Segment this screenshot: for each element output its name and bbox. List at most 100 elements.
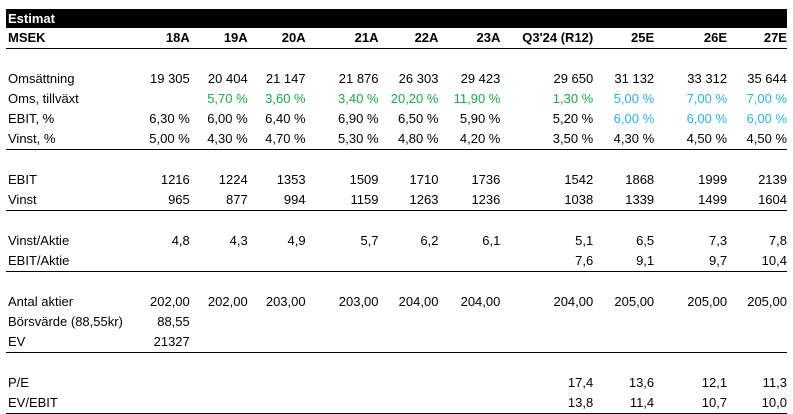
table-cell: 1236 [471,192,501,207]
row-label: EBIT [8,172,37,187]
table-cell: 10,0 [761,395,787,410]
table-cell [438,312,500,332]
column-header: 19A [223,30,248,45]
section-spacer [6,353,787,373]
table-cell: 10,7 [701,395,728,410]
column-header: 20A [281,30,306,45]
table-cell: 1038 [564,192,594,207]
table-cell: 7,00 % [686,91,728,106]
table-row: EV 21327 [6,332,787,353]
table-cell [438,332,500,352]
table-cell: 4,9 [287,233,306,248]
row-label: EBIT/Aktie [8,253,70,268]
table-cell: 205,00 [614,294,655,309]
table-cell: 20 404 [207,71,248,86]
table-cell: 5,70 % [207,91,248,106]
table-cell: 204,00 [398,294,439,309]
table-cell: 3,60 % [265,91,306,106]
table-cell: 1736 [471,172,501,187]
table-cell: 6,00 % [613,111,655,126]
table-cell [128,373,190,393]
table-cell: 6,00 % [686,111,728,126]
table-cell: 205,00 [747,294,787,309]
table-cell: 7,6 [575,253,594,268]
table-cell: 5,90 % [459,111,501,126]
table-cell: 19 305 [150,71,190,86]
section-spacer [6,150,787,170]
column-header: 25E [631,30,655,45]
table-cell: 4,50 % [746,131,787,146]
table-cell: 6,40 % [265,111,306,126]
table-cell: 11,4 [629,395,655,410]
table-row: Vinst 965 877 994 1159 1263 1236 1038 1339 1499 16… [6,190,787,211]
table-cell: 12,1 [701,375,728,390]
table-cell: 21 147 [265,71,306,86]
table-cell: 6,00 % [746,111,787,126]
table-cell [654,332,727,352]
row-label: Börsvärde (88,55kr) [8,314,123,329]
table-cell [128,89,190,109]
table-row: EV/EBIT 13,8 11,4 10,7 10,0 [6,393,787,414]
table-row: Börsvärde (88,55kr) 88,55 [6,312,787,332]
table-cell: 1710 [409,172,439,187]
table-cell: 35 644 [747,71,787,86]
table-cell [379,393,439,413]
table-cell: 204,00 [460,294,501,309]
table-cell [190,393,248,413]
section-spacer [6,49,787,69]
table-row: Vinst, % 5,00 % 4,30 % 4,70 % 5,30 % 4,80 % 4,… [6,129,787,150]
table-cell [190,332,248,352]
table-cell: 1224 [218,172,248,187]
table-cell: 877 [225,192,248,207]
table-cell [438,251,500,271]
table-cell [727,332,787,352]
table-row: Antal aktier 202,00 202,00 203,00 203,00 204,… [6,292,787,312]
column-header: 22A [414,30,439,45]
table-cell [190,312,248,332]
table-cell [379,373,439,393]
table-row: EBIT, % 6,30 % 6,00 % 6,40 % 6,90 % 6,50 % 5,9… [6,109,787,129]
table-cell [128,251,190,271]
table-row: P/E 17,4 13,6 12,1 11,3 [6,373,787,393]
header-label: MSEK [8,30,46,45]
table-cell [306,251,379,271]
table-cell [593,332,654,352]
row-label: Vinst/Aktie [8,233,70,248]
table-cell: 1868 [625,172,655,187]
table-cell: 4,3 [229,233,248,248]
table-cell: 6,1 [482,233,501,248]
table-cell [248,312,306,332]
table-cell: 203,00 [265,294,306,309]
row-label: EV/EBIT [8,395,58,410]
row-label: P/E [8,375,29,390]
table-cell: 994 [283,192,306,207]
table-cell [248,251,306,271]
table-cell: 11,3 [762,375,787,390]
table-cell: 29 423 [460,71,501,86]
table-cell: 2139 [758,172,787,187]
table-cell: 5,00 % [613,91,655,106]
table-cell: 202,00 [150,294,190,309]
table-cell: 6,50 % [397,111,439,126]
table-cell: 1,30 % [552,91,594,106]
table-cell: 21327 [153,334,190,349]
table-cell: 9,1 [636,253,655,268]
table-cell: 9,7 [708,253,728,268]
table-cell: 17,4 [567,375,594,390]
table-cell: 6,5 [636,233,655,248]
table-cell: 5,1 [575,233,594,248]
column-header: 26E [703,30,728,45]
row-label: Antal aktier [8,294,74,309]
table-cell [306,393,379,413]
table-cell: 29 650 [553,71,594,86]
table-row: Oms, tillväxt 5,70 % 3,60 % 3,40 % 20,20 % 11… [6,89,787,109]
table-cell [128,393,190,413]
table-row: EBIT/Aktie 7,6 9,1 9,7 10,4 [6,251,787,272]
table-cell: 13,6 [628,375,655,390]
table-cell [248,373,306,393]
table-cell: 205,00 [687,294,728,309]
table-cell: 6,90 % [338,111,379,126]
table-cell: 1216 [160,172,190,187]
table-cell [248,393,306,413]
table-cell: 5,00 % [149,131,190,146]
